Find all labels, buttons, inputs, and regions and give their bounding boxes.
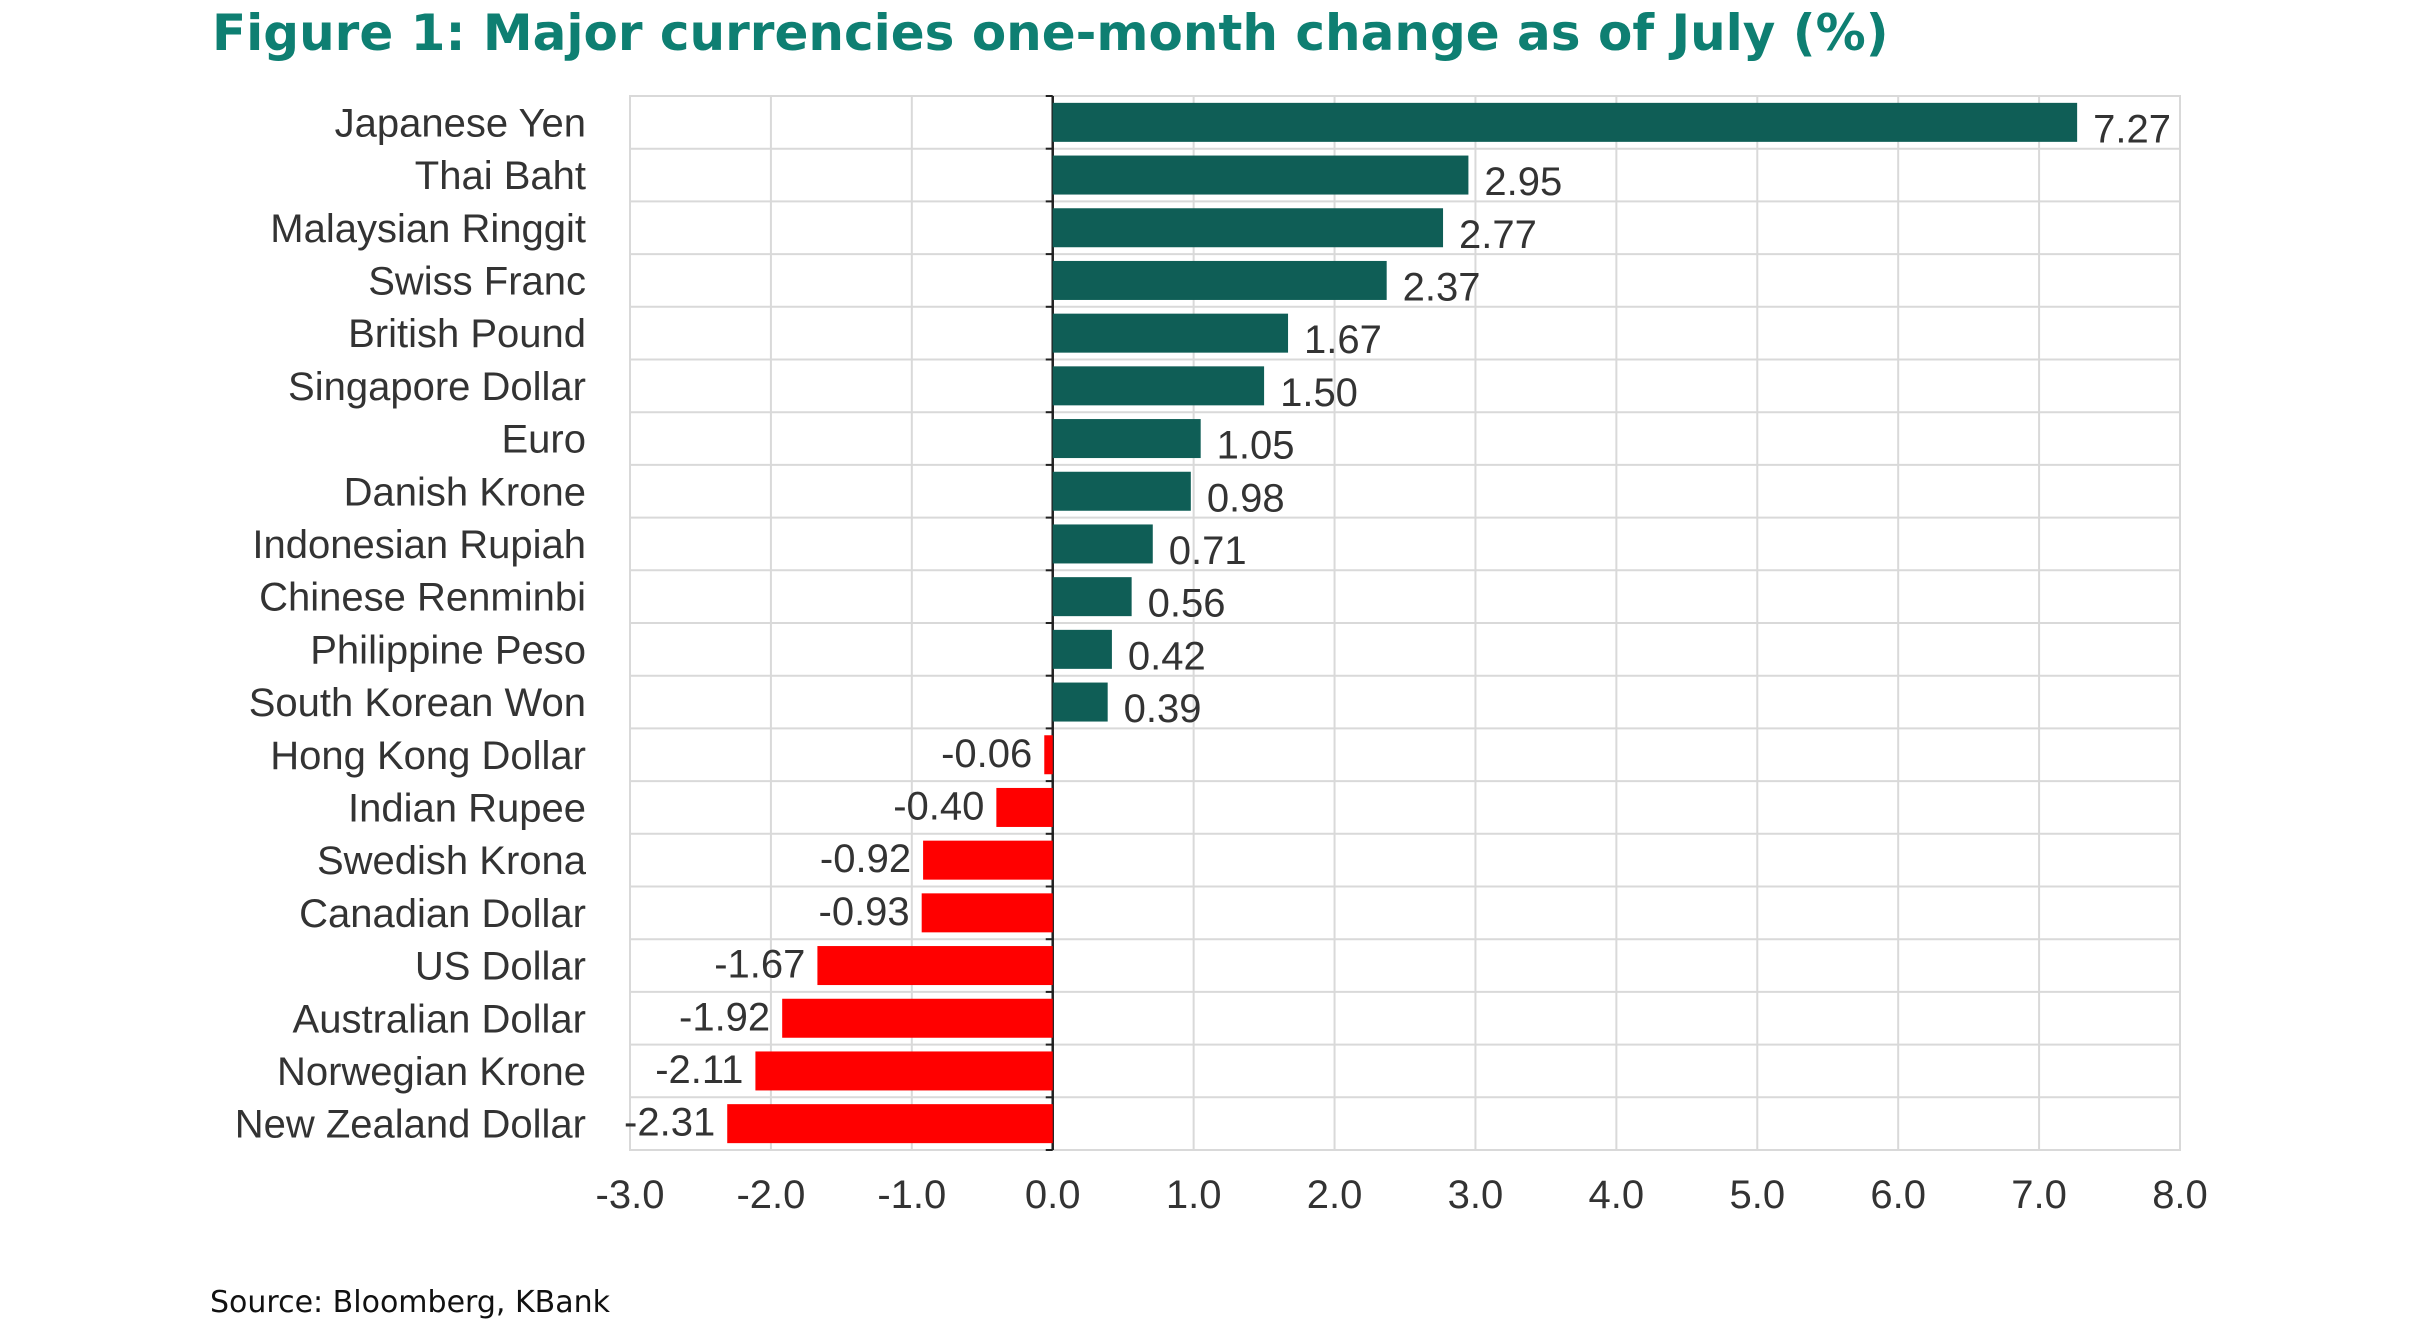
data-label: 0.56: [1148, 582, 1226, 626]
bar: [755, 1051, 1053, 1091]
category-label: Indian Rupee: [348, 786, 586, 830]
data-label: 0.42: [1128, 634, 1206, 678]
x-tick-label: -2.0: [736, 1173, 805, 1217]
bar: [1052, 682, 1108, 722]
x-tick-label: -1.0: [877, 1173, 946, 1217]
category-label: Euro: [502, 418, 587, 462]
category-label: Singapore Dollar: [288, 365, 586, 409]
category-label: British Pound: [348, 312, 586, 356]
bar: [1052, 471, 1191, 511]
data-label: 7.27: [2093, 107, 2171, 151]
plot-grid: [629, 95, 2181, 1151]
data-label: -2.31: [624, 1101, 715, 1145]
x-tick-label: 6.0: [1870, 1173, 1926, 1217]
category-label: Chinese Renminbi: [259, 576, 586, 620]
bar: [817, 946, 1053, 986]
bar: [996, 787, 1053, 827]
category-label: Philippine Peso: [310, 628, 586, 672]
bar: [1052, 524, 1153, 564]
category-label: South Korean Won: [249, 681, 586, 725]
bar: [1052, 313, 1289, 353]
data-label: -1.92: [679, 995, 770, 1039]
data-label: 0.39: [1124, 687, 1202, 731]
data-label: 0.98: [1207, 476, 1285, 520]
bar: [1052, 102, 2078, 142]
data-label: 1.67: [1304, 318, 1382, 362]
bar: [1052, 260, 1387, 300]
data-label: -0.06: [941, 732, 1032, 776]
data-label: 1.05: [1217, 424, 1295, 468]
plot-border: [629, 95, 2181, 1151]
bar: [1052, 629, 1112, 669]
category-label: US Dollar: [415, 945, 586, 989]
x-tick-label: 1.0: [1166, 1173, 1222, 1217]
source-note: Source: Bloomberg, KBank: [210, 1285, 611, 1320]
x-tick-label: 7.0: [2011, 1173, 2067, 1217]
category-label: Hong Kong Dollar: [270, 734, 586, 778]
category-label: Swedish Krona: [317, 839, 587, 883]
bar: [1052, 366, 1265, 406]
category-label: Thai Baht: [415, 154, 586, 198]
data-label: 2.77: [1459, 213, 1537, 257]
category-label: Indonesian Rupiah: [252, 523, 586, 567]
bar: [782, 998, 1053, 1038]
bar: [1052, 419, 1201, 459]
x-tick-label: 4.0: [1589, 1173, 1645, 1217]
category-label: Danish Krone: [344, 470, 586, 514]
bar: [923, 840, 1053, 880]
x-tick-label: 5.0: [1729, 1173, 1785, 1217]
bar: [1052, 208, 1444, 248]
x-tick-label: 8.0: [2152, 1173, 2208, 1217]
bar-series: [727, 102, 2078, 1144]
data-label: 0.71: [1169, 529, 1247, 573]
data-label: -1.67: [714, 943, 805, 987]
bar: [1052, 577, 1132, 617]
data-label: -0.92: [820, 837, 911, 881]
data-labels: 7.27 2.95 2.77 2.37 1.67 1.50 1.05 0.98 0.71 0.56…: [624, 107, 2171, 1144]
data-label: -0.93: [819, 890, 910, 934]
x-tick-label: 0.0: [1025, 1173, 1081, 1217]
category-label: Australian Dollar: [293, 997, 586, 1041]
category-label: Japanese Yen: [335, 101, 586, 145]
bar: [921, 893, 1053, 933]
data-label: -0.40: [893, 784, 984, 828]
chart-title: Figure 1: Major currencies one-month cha…: [212, 4, 1889, 62]
x-tick-label: -3.0: [596, 1173, 665, 1217]
category-label: Canadian Dollar: [299, 892, 586, 936]
data-label: 2.37: [1403, 265, 1481, 309]
category-label: Malaysian Ringgit: [270, 207, 586, 251]
data-label: 2.95: [1484, 160, 1562, 204]
bar: [727, 1104, 1053, 1144]
x-axis-tick-labels: -3.0 -2.0 -1.0 0.0 1.0 2.0 3.0 4.0 5.0 6.0 7.0 8.0: [596, 1173, 2208, 1217]
bar: [1052, 155, 1469, 195]
category-label: New Zealand Dollar: [235, 1103, 586, 1147]
category-label: Swiss Franc: [368, 259, 586, 303]
category-label: Norwegian Krone: [277, 1050, 586, 1094]
data-label: -2.11: [655, 1048, 743, 1092]
data-label: 1.50: [1280, 371, 1358, 415]
x-tick-label: 2.0: [1307, 1173, 1363, 1217]
bar: [1044, 735, 1053, 775]
x-tick-label: 3.0: [1448, 1173, 1504, 1217]
category-axis-labels: Japanese Yen Thai Baht Malaysian Ringgit Sw…: [235, 101, 587, 1146]
